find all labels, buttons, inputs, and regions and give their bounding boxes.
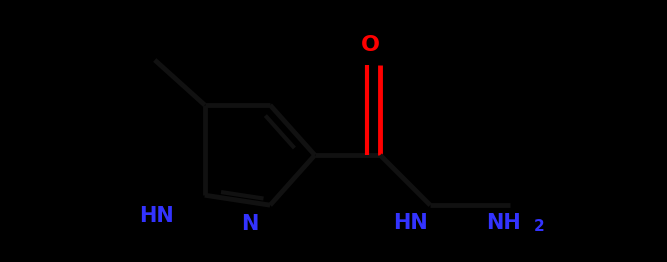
Text: HN: HN <box>393 213 428 233</box>
Text: HN: HN <box>139 206 174 226</box>
Text: N: N <box>241 214 259 234</box>
Text: 2: 2 <box>534 219 544 234</box>
Text: O: O <box>361 35 380 54</box>
Text: NH: NH <box>486 213 521 233</box>
